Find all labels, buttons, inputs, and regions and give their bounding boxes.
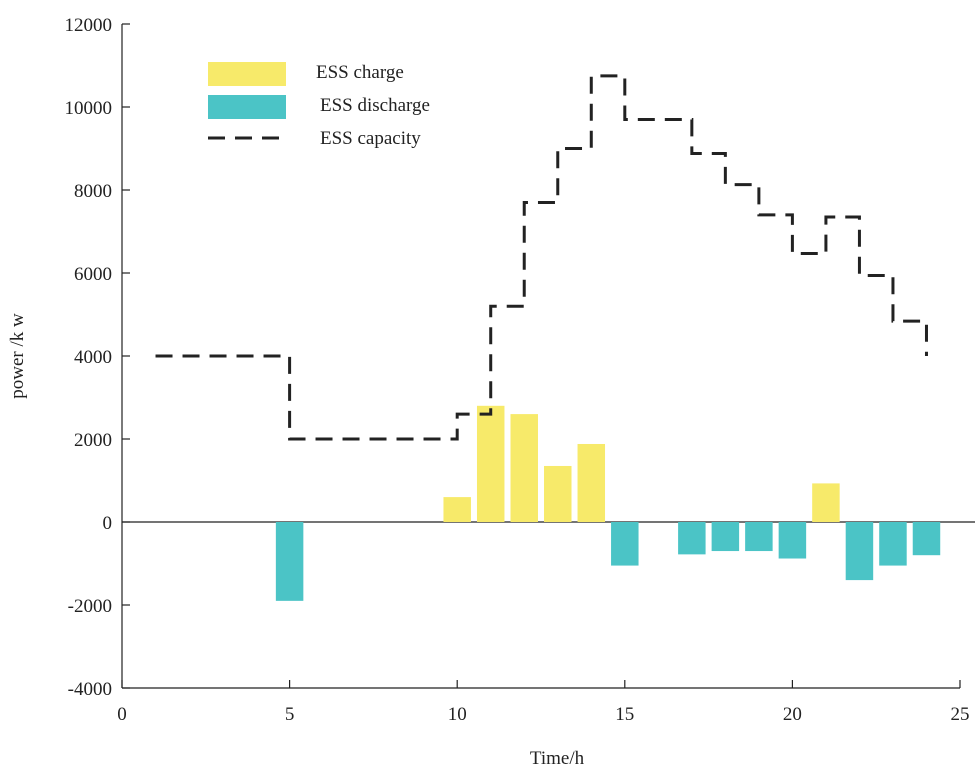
y-tick-label--2000: -2000 — [68, 596, 112, 617]
charge-bar-h14 — [577, 443, 606, 522]
y-tick-label-4000: 4000 — [74, 347, 112, 368]
legend-label-charge: ESS charge — [316, 62, 404, 83]
charge-bar-h13 — [544, 465, 572, 522]
legend: ESS charge ESS discharge ESS capacity — [208, 62, 430, 149]
y-axis-title: power /k w — [7, 313, 28, 399]
discharge-bar-h18 — [711, 522, 740, 552]
discharge-bar-h15 — [611, 522, 639, 566]
y-tick-label-2000: 2000 — [74, 430, 112, 451]
legend-label-discharge: ESS discharge — [320, 95, 430, 116]
charge-bar-h21 — [812, 483, 840, 522]
legend-swatch-discharge — [208, 95, 286, 119]
x-tick-label-15: 15 — [615, 704, 634, 725]
discharge-bar-h19 — [745, 522, 773, 552]
charge-bar-h10 — [443, 497, 471, 522]
charge-bar-h12 — [510, 414, 538, 522]
charge-bar-h11 — [476, 405, 505, 522]
capacity-line-layer — [155, 74, 928, 441]
discharge-bar-h24 — [912, 522, 941, 556]
discharge-bar-h23 — [879, 522, 907, 566]
x-tick-label-25: 25 — [951, 704, 970, 725]
y-tick-label-6000: 6000 — [74, 264, 112, 285]
y-tick-label-10000: 10000 — [65, 98, 113, 119]
x-tick-label-20: 20 — [783, 704, 802, 725]
y-tick-label-8000: 8000 — [74, 181, 112, 202]
legend-label-capacity: ESS capacity — [320, 128, 421, 149]
y-tick-label--4000: -4000 — [68, 679, 112, 700]
capacity-step-line — [155, 74, 928, 441]
ticks: 0 5 10 15 20 25 -4000 -2000 0 2000 4000 6000 8000 100… — [65, 15, 970, 725]
bars-layer — [275, 405, 941, 601]
discharge-bar-h5 — [275, 522, 304, 601]
x-tick-label-0: 0 — [117, 704, 127, 725]
x-tick-label-5: 5 — [285, 704, 295, 725]
discharge-bar-h22 — [845, 522, 874, 581]
y-tick-label-12000: 12000 — [65, 15, 113, 36]
discharge-bar-h17 — [678, 522, 706, 555]
discharge-bar-h20 — [778, 522, 807, 559]
x-tick-label-10: 10 — [448, 704, 467, 725]
y-tick-label-0: 0 — [103, 513, 113, 534]
x-axis-title: Time/h — [530, 748, 585, 769]
legend-swatch-charge — [208, 62, 286, 86]
